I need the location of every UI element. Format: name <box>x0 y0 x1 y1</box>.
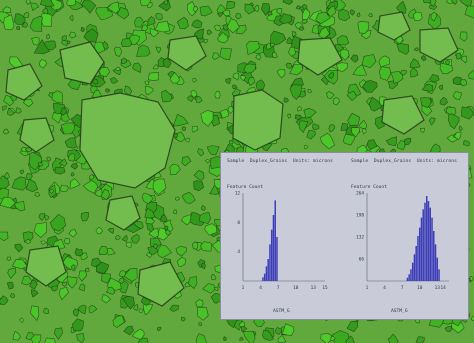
x-axis-label: ASTM_G <box>273 309 290 314</box>
histogram-bar <box>269 244 271 281</box>
histogram-header: Sample Duplex_Grains Units: microns <box>227 159 334 164</box>
histogram-bar <box>272 215 275 281</box>
histogram-bar <box>427 201 430 281</box>
x-tick-label: 1 <box>366 285 369 291</box>
y-tick-label: 8 <box>237 220 240 226</box>
x-tick-label: 15 <box>322 285 328 291</box>
histogram-bar <box>263 273 266 281</box>
x-tick-label: 7 <box>401 285 404 291</box>
histogram-header: Sample Duplex_Grains Units: microns <box>351 159 458 164</box>
histogram-bar <box>417 236 419 281</box>
y-axis-label: Feature Count <box>227 185 263 190</box>
histogram-bar <box>413 254 416 281</box>
histogram-bar <box>274 200 276 281</box>
large-grains <box>5 11 459 307</box>
histogram-bar <box>426 196 428 281</box>
x-tick-label: 13 <box>311 285 317 291</box>
histogram-panel: Sample Duplex_Grains Units: microns Feat… <box>220 152 469 320</box>
histogram-bar <box>422 209 424 281</box>
histogram-bar <box>418 227 421 281</box>
y-tick-label: 4 <box>237 249 240 255</box>
x-tick-label: 13 <box>435 285 441 291</box>
histogram-bar <box>408 274 410 281</box>
x-tick-label: 1 <box>242 285 245 291</box>
histogram-bar <box>420 217 423 281</box>
x-axis-label: ASTM_G <box>391 309 408 314</box>
y-tick-label: 264 <box>356 191 364 197</box>
histogram-bar <box>429 207 431 281</box>
y-tick-label: 66 <box>359 257 365 263</box>
y-tick-label: 132 <box>356 235 364 241</box>
x-tick-label: 4 <box>259 285 262 291</box>
histogram-bar <box>276 237 278 281</box>
histogram-bar <box>267 259 269 281</box>
histogram-bar <box>410 269 412 281</box>
histogram-bar <box>265 266 268 281</box>
histogram-left: Sample Duplex_Grains Units: microns Feat… <box>221 153 345 321</box>
histogram-bar <box>262 277 264 281</box>
x-tick-label: 4 <box>383 285 386 291</box>
histogram-bar <box>436 257 439 281</box>
y-axis-label: Feature Count <box>351 185 387 190</box>
histogram-bar <box>438 269 440 281</box>
histogram-bar <box>411 262 414 281</box>
y-tick-label: 198 <box>356 213 364 219</box>
y-tick-label: 12 <box>235 191 241 197</box>
x-tick-label: 10 <box>417 285 423 291</box>
histogram-bar <box>415 246 417 281</box>
histogram-bar <box>424 202 426 281</box>
histogram-bar <box>433 231 435 281</box>
histogram-bar <box>406 277 409 281</box>
x-tick-label: 7 <box>277 285 280 291</box>
histogram-plot: 12 8 4 1 4 7 10 13 15 <box>235 191 328 292</box>
histogram-right: Sample Duplex_Grains Units: microns Feat… <box>345 153 469 321</box>
histogram-bar <box>431 217 433 281</box>
x-tick-label: 14 <box>440 285 446 291</box>
histogram-bar <box>434 244 437 281</box>
x-tick-label: 10 <box>293 285 299 291</box>
histogram-bar <box>270 229 273 281</box>
